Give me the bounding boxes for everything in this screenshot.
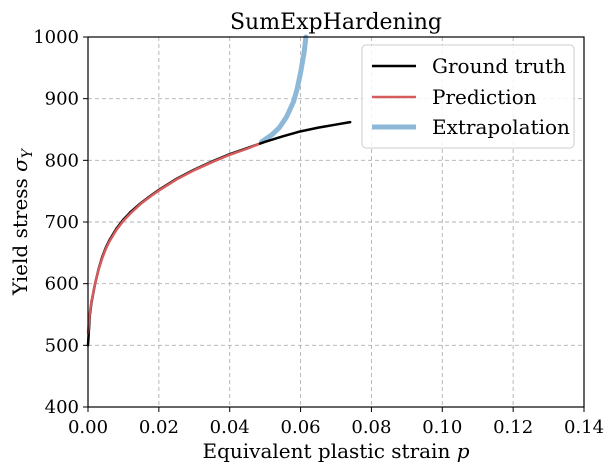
x-tick-label: 0.08 xyxy=(351,417,391,438)
x-tick-label: 0.14 xyxy=(564,417,604,438)
y-axis-label-symbol: σ xyxy=(8,157,32,172)
y-tick-label: 400 xyxy=(45,397,79,418)
y-axis-ticks: 400 500 600 700 800 900 1000 xyxy=(33,27,88,418)
y-axis-label-text: Yield stress xyxy=(8,178,32,296)
legend: Ground truth Prediction Extrapolation xyxy=(361,44,575,149)
y-tick-label: 600 xyxy=(45,274,79,295)
chart-title: SumExpHardening xyxy=(230,10,442,35)
x-tick-label: 0.04 xyxy=(210,417,250,438)
x-tick-label: 0.06 xyxy=(281,417,321,438)
x-axis-ticks: 0.00 0.02 0.04 0.06 0.08 0.10 0.12 0.14 xyxy=(68,407,604,438)
x-tick-label: 0.12 xyxy=(493,417,533,438)
series-prediction-line xyxy=(86,143,260,335)
x-axis-label: Equivalent plastic strain p xyxy=(202,439,469,463)
series-extrapolation-line xyxy=(259,34,309,145)
legend-label-prediction: Prediction xyxy=(432,85,537,109)
x-axis-label-text: Equivalent plastic strain xyxy=(202,439,450,463)
y-tick-label: 900 xyxy=(45,89,79,110)
x-tick-label: 0.10 xyxy=(422,417,462,438)
x-tick-label: 0.00 xyxy=(68,417,108,438)
legend-label-extrapolation: Extrapolation xyxy=(432,115,570,139)
legend-label-ground-truth: Ground truth xyxy=(432,54,566,78)
x-tick-label: 0.02 xyxy=(139,417,179,438)
x-axis-label-symbol: p xyxy=(457,439,470,463)
y-axis-label: Yield stress σY xyxy=(8,147,36,296)
legend-box xyxy=(361,44,575,149)
y-tick-label: 700 xyxy=(45,212,79,233)
y-tick-label: 1000 xyxy=(33,27,79,48)
y-tick-label: 800 xyxy=(45,150,79,171)
y-tick-label: 500 xyxy=(45,335,79,356)
series-lines xyxy=(86,34,352,347)
y-axis-label-subscript: Y xyxy=(20,147,36,158)
